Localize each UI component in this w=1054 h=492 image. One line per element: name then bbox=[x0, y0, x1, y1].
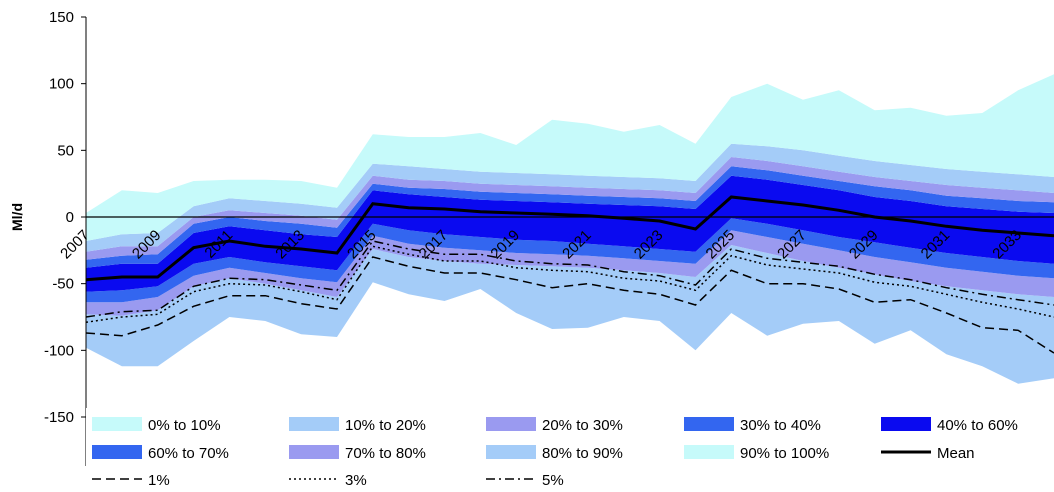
legend-label: 60% to 70% bbox=[148, 445, 229, 462]
band-90-to-100- bbox=[86, 74, 1054, 241]
legend-swatch bbox=[881, 417, 931, 431]
legend-label: 30% to 40% bbox=[740, 417, 821, 434]
line-1- bbox=[85, 256, 1054, 354]
y-tick-label: 0 bbox=[66, 209, 74, 226]
y-axis-label: Ml/d bbox=[9, 203, 25, 231]
legend-label: 0% to 10% bbox=[148, 417, 221, 434]
legend-swatch bbox=[486, 417, 536, 431]
percentile-lines bbox=[85, 195, 1054, 354]
legend-swatch bbox=[289, 445, 339, 459]
legend-swatch bbox=[684, 445, 734, 459]
legend-swatch bbox=[684, 417, 734, 431]
y-tick-label: -150 bbox=[44, 409, 74, 426]
legend-swatch bbox=[92, 445, 142, 459]
legend: 0% to 10% 10% to 20% 20% to 30% 30% to 40% 4… bbox=[86, 408, 1054, 492]
percentile-bands bbox=[86, 74, 1054, 384]
y-tick-label: -100 bbox=[44, 342, 74, 359]
legend-label: 20% to 30% bbox=[542, 417, 623, 434]
legend-swatch bbox=[486, 445, 536, 459]
legend-label: 90% to 100% bbox=[740, 445, 829, 462]
band-40-to-60- bbox=[86, 175, 1054, 292]
legend-swatch bbox=[289, 417, 339, 431]
line-3- bbox=[85, 245, 1054, 324]
legend-label: 1% bbox=[148, 472, 170, 489]
band-30-to-40- bbox=[86, 218, 1054, 303]
line-mean bbox=[85, 195, 1054, 282]
band-10-to-20- bbox=[86, 245, 1054, 384]
y-tick-label: -50 bbox=[52, 276, 74, 293]
legend-label: 70% to 80% bbox=[345, 445, 426, 462]
legend-label: 5% bbox=[542, 472, 564, 489]
line-5- bbox=[85, 240, 1054, 318]
legend-label: 3% bbox=[345, 472, 367, 489]
y-tick-label: 50 bbox=[57, 142, 74, 159]
legend-label: 80% to 90% bbox=[542, 445, 623, 462]
legend-swatch bbox=[92, 417, 142, 431]
y-axis: -150 -100 -50 0 50 100 150 bbox=[44, 9, 87, 466]
y-tick-label: 100 bbox=[49, 76, 74, 93]
band-20-to-30- bbox=[86, 230, 1054, 316]
y-tick-label: 150 bbox=[49, 9, 74, 26]
legend-label: 40% to 60% bbox=[937, 417, 1018, 434]
legend-label: 10% to 20% bbox=[345, 417, 426, 434]
legend-label: Mean bbox=[937, 445, 975, 462]
